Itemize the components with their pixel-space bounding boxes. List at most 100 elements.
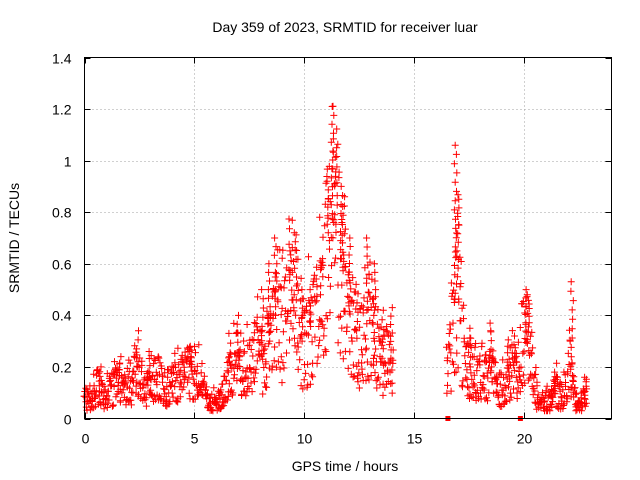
data-point [104,387,112,395]
data-point [370,329,378,336]
data-point [512,358,520,366]
data-point [131,370,139,378]
data-point [568,334,576,342]
data-point [133,354,141,362]
data-point [327,138,335,146]
data-point [531,387,539,395]
data-point [322,312,330,320]
data-point [286,336,293,344]
data-point [510,341,518,349]
data-point [168,378,176,386]
data-point [346,260,353,267]
data-point [107,376,115,384]
data-point [388,366,396,374]
tick-labels: 0 5 10 15 20 0 0.2 0.4 0.6 0.8 1 1.2 1.4 [52,51,532,447]
data-point [311,298,319,306]
data-point [388,389,396,397]
data-point [250,374,258,382]
plot-frame [84,57,612,419]
data-point [184,378,192,386]
data-point [259,390,267,398]
data-point [510,366,518,374]
data-point [263,307,271,315]
data-point [380,326,388,333]
data-point [333,153,341,160]
data-point [324,212,332,220]
data-point [478,343,486,351]
data-point [260,364,268,371]
data-point [100,405,108,413]
data-point [225,358,233,366]
data-point [387,337,395,345]
data-point [223,367,231,375]
data-point [302,369,310,377]
data-point [338,221,346,228]
data-point [339,239,346,247]
data-point [290,307,298,315]
data-point [130,367,138,375]
data-point [453,187,460,195]
y-tick-label: 0.6 [52,257,72,273]
data-point [570,373,578,381]
data-point [265,268,273,276]
y-tick-label: 1.4 [52,51,72,67]
data-point [200,379,208,387]
data-point [454,191,462,199]
data-point [466,334,474,342]
data-point [453,247,461,255]
data-point [220,402,228,410]
data-point [367,372,375,379]
data-point [356,323,364,331]
data-point [364,288,372,296]
data-point [504,342,512,350]
data-point [452,234,460,242]
data-point [102,395,110,403]
data-point [530,374,538,382]
data-point [126,359,134,367]
data-point [362,335,369,343]
data-point [146,362,154,370]
data-point [181,348,189,356]
data-point [379,306,387,314]
data-point [258,286,266,294]
data-point [581,391,589,399]
data-point [271,294,279,302]
data-point [231,371,238,379]
data-point [363,279,370,287]
data-point [271,268,279,276]
data-point [82,403,90,411]
data-point [572,390,580,398]
data-point [471,381,479,389]
data-point [562,382,569,390]
data-point [360,331,368,339]
data-point [371,268,379,276]
data-point [385,341,393,349]
data-point [294,365,302,373]
data-point [247,346,255,353]
data-point [567,362,575,370]
data-point [297,274,305,282]
data-point [358,302,366,310]
data-point [262,360,270,368]
data-point [337,312,344,320]
data-point [304,360,312,368]
data-point [370,260,378,268]
data-point [219,380,227,388]
data-point [276,283,284,291]
data-point [363,243,371,251]
data-point [472,340,480,347]
data-point [325,274,333,281]
x-tick-label: 15 [407,431,423,447]
data-point [368,275,376,283]
data-point [483,358,490,366]
data-point [293,348,301,356]
data-point [339,355,347,363]
data-point [126,384,134,392]
data-point [451,369,458,377]
data-point [563,395,571,403]
data-point [308,371,316,379]
data-point [91,393,99,401]
data-point [581,373,589,381]
data-point [297,382,305,390]
data-point [337,201,345,208]
